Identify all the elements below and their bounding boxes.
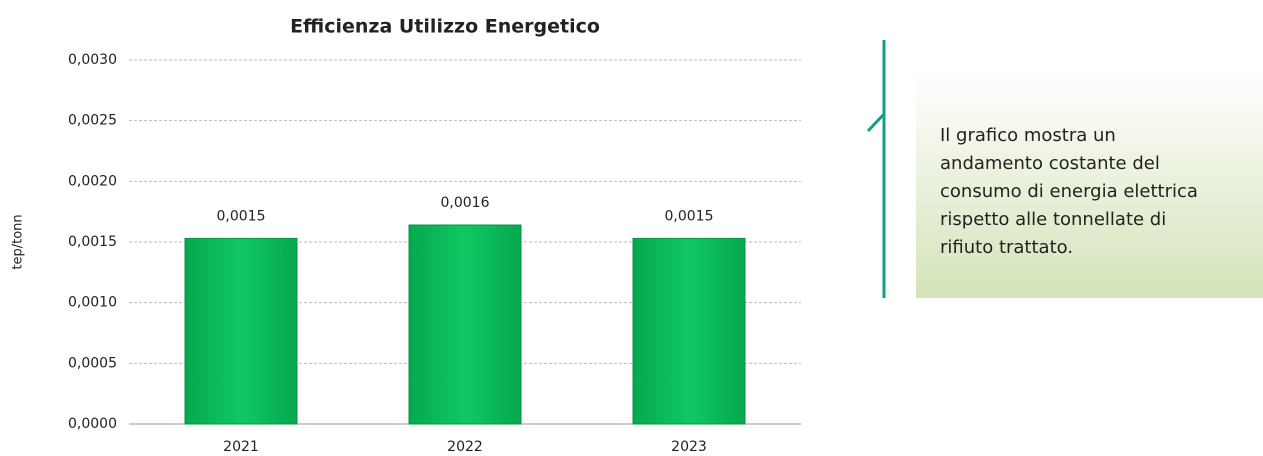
y-tick-label: 0,0005: [68, 355, 117, 371]
annotation-line: rifiuto trattato.: [940, 237, 1074, 258]
bar: [408, 224, 522, 425]
annotation-box: Il grafico mostra un andamento costante d…: [916, 70, 1263, 298]
y-tick-label: 0,0015: [68, 234, 117, 250]
x-tick-label: 2022: [447, 439, 483, 455]
x-tick-label: 2023: [671, 439, 707, 455]
annotation-line: consumo di energia elettrica: [940, 181, 1198, 202]
y-tick-label: 0,0020: [68, 173, 117, 189]
bar: [184, 237, 298, 425]
chart-title: Efficienza Utilizzo Energetico: [290, 16, 600, 38]
annotation-line: Il grafico mostra un: [940, 125, 1116, 146]
annotation-line: rispetto alle tonnellate di: [940, 209, 1167, 230]
chart: Efficienza Utilizzo Energetico tep/tonn …: [11, 16, 801, 455]
data-label: 0,0015: [665, 208, 714, 224]
y-axis-label: tep/tonn: [11, 214, 26, 269]
y-tick-label: 0,0025: [68, 113, 117, 129]
y-tick-label: 0,0030: [68, 52, 117, 68]
y-tick-label: 0,0010: [68, 295, 117, 311]
annotation-line: andamento costante del: [940, 153, 1160, 174]
data-label: 0,0015: [217, 208, 266, 224]
bar: [632, 237, 746, 425]
x-tick-label: 2021: [223, 439, 259, 455]
y-tick-label: 0,0000: [68, 416, 117, 432]
data-label: 0,0016: [441, 195, 490, 211]
